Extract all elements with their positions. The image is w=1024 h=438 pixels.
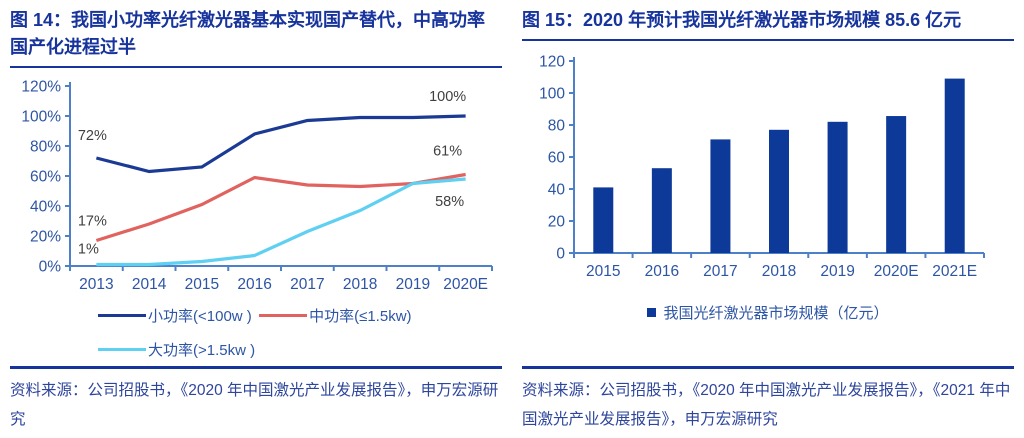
data-label: 100% xyxy=(429,89,466,105)
figure-14-legend: 小功率(<100w ) 中功率(≤1.5kw) 大功率(>1.5kw ) xyxy=(10,305,502,360)
bar-2015 xyxy=(593,187,614,253)
bar-2017 xyxy=(710,139,731,253)
y-tick-label: 100 xyxy=(539,86,565,103)
legend-square-swatch-icon xyxy=(647,308,657,317)
figure-15-bar-chart: 0 20 40 60 80 100 120 2015 2016 2017 2018 2019 2020E… xyxy=(522,47,1014,294)
y-tick-label: 40% xyxy=(30,199,61,216)
x-tick-label: 2018 xyxy=(343,276,377,293)
legend-item-label: 我国光纤激光器市场规模（亿元） xyxy=(663,305,889,322)
y-tick-label: 40 xyxy=(548,182,566,199)
y-tick-label: 100% xyxy=(21,109,61,126)
bar-chart-svg: 0 20 40 60 80 100 120 2015 2016 2017 2018 2019 2020E… xyxy=(539,54,985,280)
bar-2021E xyxy=(944,78,965,253)
bar-2019 xyxy=(827,121,848,253)
data-label: 61% xyxy=(433,144,462,160)
x-tick-label: 2017 xyxy=(703,263,737,280)
legend-item-label: 大功率(>1.5kw ) xyxy=(148,342,256,359)
panel-figure-14: 图 14：我国小功率光纤激光器基本实现国产替代，中高功率国产化进程过半 0% 20… xyxy=(10,7,502,434)
y-tick-label: 0% xyxy=(39,259,62,276)
line-series-1 xyxy=(95,172,466,243)
legend-line-swatch-icon xyxy=(98,348,146,351)
x-tick-label: 2013 xyxy=(79,276,113,293)
data-label: 1% xyxy=(78,242,99,258)
x-tick-label: 2021E xyxy=(932,263,977,280)
x-tick-label: 2017 xyxy=(290,276,324,293)
legend-item-label: 小功率(<100w ) xyxy=(148,308,252,325)
panel-figure-15: 图 15：2020 年预计我国光纤激光器市场规模 85.6 亿元 0 20 40 60… xyxy=(522,7,1014,434)
legend-line-swatch-icon xyxy=(98,314,146,317)
data-label: 72% xyxy=(78,128,107,144)
figure-14-source: 资料来源：公司招股书，《2020 年中国激光产业发展报告》，申万宏源研究 xyxy=(10,366,502,434)
x-tick-label: 2020E xyxy=(443,276,488,293)
line-series-0 xyxy=(95,114,466,174)
data-label: 58% xyxy=(435,194,464,210)
x-tick-label: 2015 xyxy=(586,263,620,280)
data-label: 17% xyxy=(78,214,107,230)
bar-2020E xyxy=(886,116,907,253)
bar-2018 xyxy=(769,129,789,253)
x-tick-label: 2020E xyxy=(874,263,919,280)
y-tick-label: 60 xyxy=(548,150,566,167)
legend-line-swatch-icon xyxy=(259,314,308,317)
figure-15-legend: 我国光纤激光器市场规模（亿元） xyxy=(522,302,1014,323)
x-tick-label: 2019 xyxy=(820,263,854,280)
x-tick-label: 2014 xyxy=(132,276,167,293)
legend-item-series-2: 大功率(>1.5kw ) xyxy=(98,339,255,360)
x-tick-label: 2016 xyxy=(237,276,271,293)
y-tick-label: 120 xyxy=(539,54,565,71)
figure-15-title: 图 15：2020 年预计我国光纤激光器市场规模 85.6 亿元 xyxy=(522,7,1014,41)
y-tick-label: 120% xyxy=(21,79,61,96)
y-tick-label: 0 xyxy=(556,246,565,263)
y-tick-label: 80% xyxy=(30,139,61,156)
x-tick-label: 2019 xyxy=(396,276,430,293)
legend-item-series-1: 中功率(≤1.5kw) xyxy=(259,305,412,326)
y-tick-label: 80 xyxy=(548,118,566,135)
y-tick-label: 20% xyxy=(30,229,61,246)
figure-15-source: 资料来源：公司招股书，《2020 年中国激光产业发展报告》，《2021 年中国激… xyxy=(522,366,1014,434)
legend-item-series-0: 小功率(<100w ) xyxy=(98,305,255,326)
legend-item-label: 中功率(≤1.5kw) xyxy=(309,308,412,325)
y-tick-label: 60% xyxy=(30,169,61,186)
x-tick-label: 2018 xyxy=(762,263,796,280)
line-chart-svg: 0% 20% 40% 60% 80% 100% 120% 2013 2014 2015 2016 20… xyxy=(21,79,493,293)
figure-14-line-chart: 0% 20% 40% 60% 80% 100% 120% 2013 2014 2015 2016 20… xyxy=(10,74,502,305)
x-tick-label: 2016 xyxy=(645,263,679,280)
bar-2016 xyxy=(651,168,672,253)
figure-14-title: 图 14：我国小功率光纤激光器基本实现国产替代，中高功率国产化进程过半 xyxy=(10,7,502,68)
line-series-2 xyxy=(96,177,466,267)
x-tick-label: 2015 xyxy=(185,276,219,293)
y-tick-label: 20 xyxy=(548,214,566,231)
